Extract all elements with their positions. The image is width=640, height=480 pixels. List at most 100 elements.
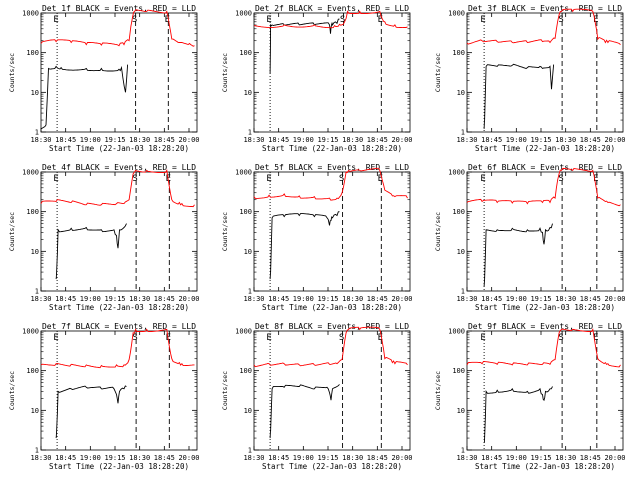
- y-tick-label: 1000: [235, 169, 252, 177]
- x-tick-label: 20:00: [178, 454, 199, 462]
- x-axis-label: Start Time (22-Jan-03 18:28:20): [475, 144, 615, 153]
- series-events-line: [483, 386, 553, 444]
- y-axis-label: Counts/sec: [8, 212, 16, 251]
- panel-title: Det 2f BLACK = Events, RED = LLD: [255, 4, 409, 13]
- x-tick-label: 18:30: [30, 295, 51, 303]
- series-lld-line: [466, 328, 621, 368]
- x-tick-label: 19:00: [293, 454, 314, 462]
- x-tick-label: 18:45: [154, 295, 175, 303]
- panel-det-3: Det 3f BLACK = Events, RED = LLD 1 10 100 10…: [434, 4, 626, 153]
- event-marker-e: E: [266, 333, 271, 343]
- series-events-line: [483, 63, 555, 129]
- x-tick-label: 18:45: [55, 295, 76, 303]
- x-tick-label: 19:00: [506, 295, 527, 303]
- event-marker-s: S: [132, 174, 137, 184]
- event-marker-e: E: [480, 15, 485, 25]
- event-marker-e: E: [480, 174, 485, 184]
- panel-title: Det 1f BLACK = Events, RED = LLD: [42, 4, 196, 13]
- y-tick-label: 10: [244, 89, 252, 97]
- x-tick-label: 18:30: [243, 454, 264, 462]
- panel-title: Det 9f BLACK = Events, RED = LLD: [468, 322, 622, 331]
- x-tick-label: 20:00: [391, 454, 412, 462]
- panel-title: Det 6f BLACK = Events, RED = LLD: [468, 163, 622, 172]
- y-tick-label: 1: [248, 447, 252, 455]
- series-lld-line: [253, 326, 408, 368]
- y-tick-label: 1: [35, 129, 39, 137]
- x-tick-label: 18:45: [268, 295, 289, 303]
- x-tick-label: 18:45: [55, 136, 76, 144]
- event-marker-e: E: [593, 333, 598, 343]
- y-tick-label: 1000: [235, 10, 252, 18]
- event-marker-s: S: [339, 333, 344, 343]
- panel-title: Det 7f BLACK = Events, RED = LLD: [42, 322, 196, 331]
- series-events-line: [40, 64, 129, 130]
- y-tick-label: 100: [26, 367, 39, 375]
- panel-det-5: Det 5f BLACK = Events, RED = LLD 1 10 100 10…: [221, 163, 413, 312]
- x-tick-label: 19:00: [293, 295, 314, 303]
- x-tick-label: 18:45: [268, 136, 289, 144]
- plot-frame: [40, 330, 198, 451]
- x-tick-label: 20:00: [178, 136, 199, 144]
- y-tick-label: 1000: [22, 10, 39, 18]
- x-tick-label: 20:00: [178, 295, 199, 303]
- plot-frame: [466, 171, 624, 292]
- event-marker-e: E: [53, 333, 58, 343]
- y-tick-label: 10: [457, 248, 465, 256]
- event-marker-s: S: [558, 15, 563, 25]
- event-marker-e: E: [266, 174, 271, 184]
- x-axis-label: Start Time (22-Jan-03 18:28:20): [262, 462, 402, 471]
- x-tick-label: 19:15: [104, 295, 125, 303]
- x-tick-label: 20:00: [604, 454, 625, 462]
- x-tick-label: 18:30: [30, 454, 51, 462]
- series-events-line: [55, 385, 127, 439]
- y-tick-label: 1000: [22, 328, 39, 336]
- plot-frame: [40, 171, 198, 292]
- y-tick-label: 1: [461, 129, 465, 137]
- y-tick-label: 1: [248, 288, 252, 296]
- x-tick-label: 18:30: [243, 136, 264, 144]
- x-axis-label: Start Time (22-Jan-03 18:28:20): [49, 144, 189, 153]
- x-tick-label: 19:00: [506, 454, 527, 462]
- event-marker-s: S: [340, 15, 345, 25]
- y-tick-label: 10: [31, 248, 39, 256]
- panel-title: Det 4f BLACK = Events, RED = LLD: [42, 163, 196, 172]
- y-tick-label: 100: [452, 208, 465, 216]
- y-axis-label: Counts/sec: [221, 371, 229, 410]
- panel-det-6: Det 6f BLACK = Events, RED = LLD 1 10 100 10…: [434, 163, 626, 312]
- x-tick-label: 18:45: [481, 136, 502, 144]
- y-tick-label: 1000: [235, 328, 252, 336]
- y-axis-label: Counts/sec: [434, 53, 442, 92]
- y-tick-label: 1: [461, 288, 465, 296]
- series-events-line: [483, 223, 553, 287]
- x-tick-label: 18:30: [456, 136, 477, 144]
- x-tick-label: 18:30: [129, 454, 150, 462]
- x-tick-label: 18:45: [481, 454, 502, 462]
- y-tick-label: 10: [31, 89, 39, 97]
- x-axis-label: Start Time (22-Jan-03 18:28:20): [262, 303, 402, 312]
- y-tick-label: 1: [248, 129, 252, 137]
- plot-frame: [466, 12, 624, 133]
- x-tick-label: 18:30: [456, 454, 477, 462]
- y-tick-label: 10: [457, 407, 465, 415]
- panel-title: Det 3f BLACK = Events, RED = LLD: [468, 4, 622, 13]
- x-tick-label: 19:15: [317, 136, 338, 144]
- x-tick-label: 18:45: [367, 136, 388, 144]
- event-marker-e: E: [53, 15, 58, 25]
- y-tick-label: 10: [31, 407, 39, 415]
- x-tick-label: 19:00: [293, 136, 314, 144]
- y-axis-label: Counts/sec: [8, 371, 16, 410]
- y-tick-label: 100: [26, 208, 39, 216]
- event-marker-s: S: [558, 333, 563, 343]
- x-tick-label: 18:30: [342, 295, 363, 303]
- y-tick-label: 1: [461, 447, 465, 455]
- x-tick-label: 19:00: [80, 295, 101, 303]
- event-marker-e: E: [53, 174, 58, 184]
- event-marker-e: E: [378, 174, 383, 184]
- x-tick-label: 19:15: [530, 295, 551, 303]
- y-tick-label: 100: [452, 367, 465, 375]
- x-tick-label: 20:00: [391, 295, 412, 303]
- x-tick-label: 18:30: [456, 295, 477, 303]
- x-axis-label: Start Time (22-Jan-03 18:28:20): [475, 303, 615, 312]
- x-tick-label: 19:15: [104, 454, 125, 462]
